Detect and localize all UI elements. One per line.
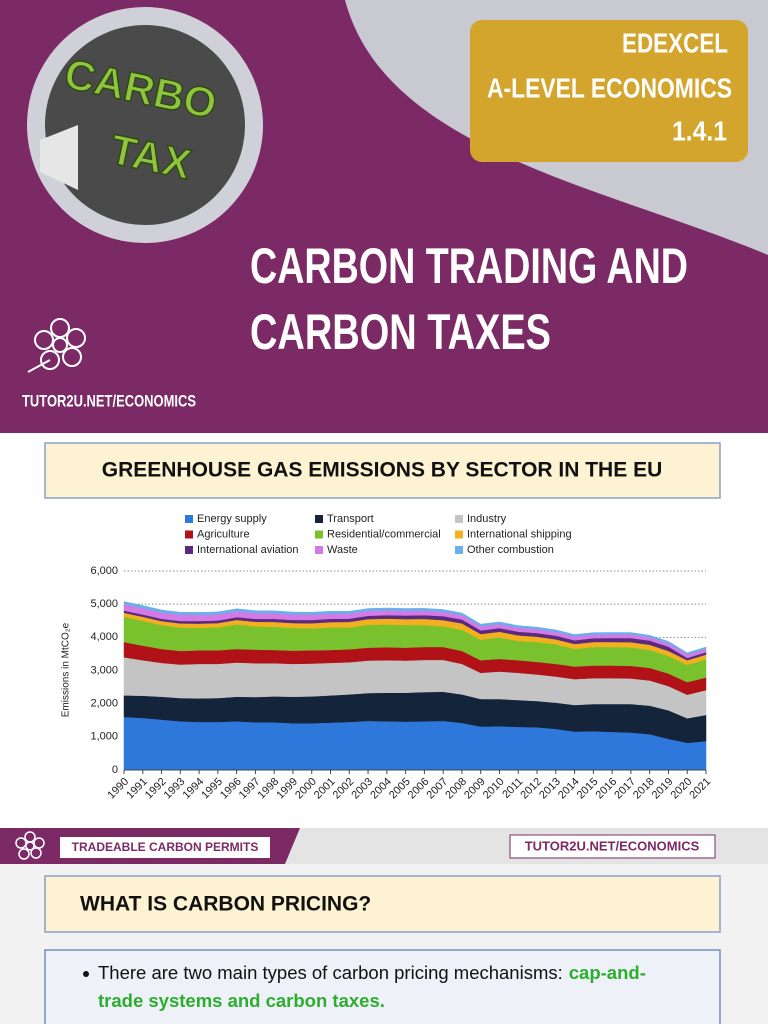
megaphone xyxy=(40,125,78,190)
section-heading-box xyxy=(44,875,721,933)
bullet-highlight: trade systems and carbon taxes. xyxy=(98,990,385,1011)
y-tick-label: 3,000 xyxy=(90,664,118,676)
chart-heading-box xyxy=(44,442,721,499)
legend-swatch xyxy=(315,530,323,539)
legend-swatch xyxy=(455,530,463,539)
legend-swatch xyxy=(185,546,193,554)
bullet-dot xyxy=(83,971,89,977)
bullet-text: There are two main types of carbon prici… xyxy=(98,962,646,983)
legend-swatch xyxy=(185,515,193,523)
cover-title: CARBON TRADING AND xyxy=(250,238,688,294)
legend-label: Waste xyxy=(327,544,358,556)
chart-title: GREENHOUSE GAS EMISSIONS BY SECTOR IN TH… xyxy=(102,459,663,482)
legend-label: Transport xyxy=(327,513,374,525)
cover-title: CARBON TAXES xyxy=(250,304,551,360)
bullet-text: There are two main types of carbon prici… xyxy=(98,962,563,983)
badge-text: EDEXCEL xyxy=(622,27,728,58)
y-tick-label: 0 xyxy=(112,764,118,776)
badge-text: 1.4.1 xyxy=(672,115,727,146)
legend-swatch xyxy=(315,546,323,554)
footer-icon xyxy=(15,831,45,860)
chart: 01,0002,0003,0004,0005,0006,000199019911… xyxy=(90,513,713,802)
bullet-box xyxy=(44,949,721,1024)
legend-label: Industry xyxy=(467,513,507,525)
legend-label: Other combustion xyxy=(467,544,554,556)
footer-topic: TRADEABLE CARBON PERMITS xyxy=(72,840,259,854)
legend-label: International shipping xyxy=(467,528,572,540)
y-tick-label: 6,000 xyxy=(90,565,118,577)
logo-disc xyxy=(45,25,245,225)
legend-swatch xyxy=(315,515,323,523)
y-tick-label: 4,000 xyxy=(90,631,118,643)
flower-icon xyxy=(27,318,86,373)
footer-site-box xyxy=(509,834,716,859)
cover-site: TUTOR2U.NET/ECONOMICS xyxy=(22,391,196,410)
section-heading: WHAT IS CARBON PRICING? xyxy=(80,893,371,916)
badge xyxy=(470,20,748,162)
footer-site: TUTOR2U.NET/ECONOMICS xyxy=(525,838,700,853)
y-tick-label: 1,000 xyxy=(90,731,118,743)
footer-topic-box xyxy=(60,837,270,858)
y-tick-label: 5,000 xyxy=(90,598,118,610)
y-axis-label: Emissions in MtCO₂e xyxy=(61,622,72,717)
legend-swatch xyxy=(185,530,193,539)
legend-label: Agriculture xyxy=(197,528,250,540)
badge-text: A-LEVEL ECONOMICS xyxy=(487,72,732,103)
legend-label: Energy supply xyxy=(197,513,267,525)
y-tick-label: 2,000 xyxy=(90,698,118,710)
bullet-highlight: cap-and- xyxy=(569,962,646,983)
legend-label: International aviation xyxy=(197,544,299,556)
legend-label: Residential/commercial xyxy=(327,528,441,540)
legend-swatch xyxy=(455,515,463,523)
area xyxy=(123,601,707,655)
legend-swatch xyxy=(455,546,463,554)
